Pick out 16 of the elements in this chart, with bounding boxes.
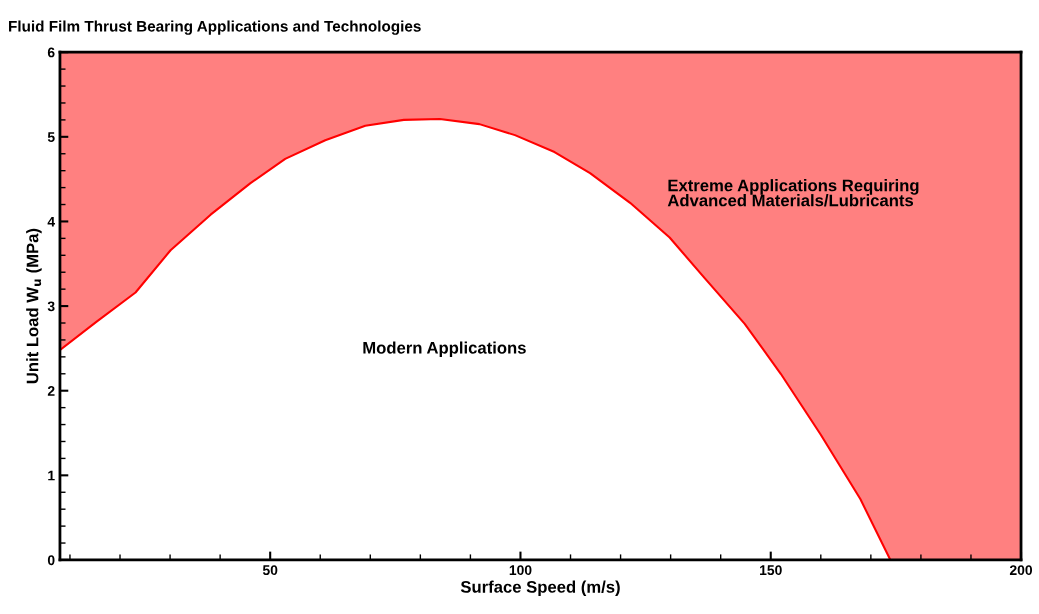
x-tick-label: 200 [1009,565,1033,576]
x-tick-label: 100 [509,565,532,576]
y-tick-label: 0 [47,555,55,566]
y-axis-title: Unit Load W$_{u}$ (MPa) [26,228,42,384]
y-tick-label: 3 [47,301,55,312]
x-tick-label: 150 [760,565,782,576]
x-tick-label: 50 [262,565,278,576]
y-tick-label: 2 [47,386,55,396]
y-tick-label: 6 [47,47,55,58]
annotation: Extreme Applications Requiring Advanced Materials/Lubricants [667,179,919,207]
annotation: Modern Applications [363,341,526,358]
chart-title: Fluid Film Thrust Bearing Applications and Technologies [9,20,421,35]
y-tick-label: 4 [47,216,56,227]
y-tick-label: 5 [47,132,55,142]
x-axis-title: Surface Speed (m/s) [460,580,620,597]
y-tick-label: 1 [48,470,55,481]
